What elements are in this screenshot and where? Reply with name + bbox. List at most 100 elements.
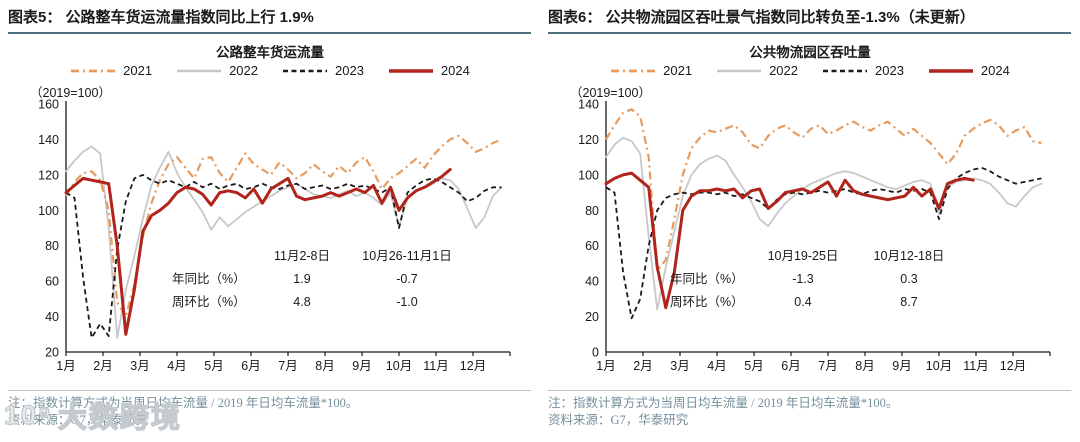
legend-label: 2023 (875, 63, 904, 78)
svg-text:40: 40 (585, 275, 599, 289)
legend-item-2022: 2022 (716, 63, 798, 78)
svg-text:20: 20 (585, 310, 599, 324)
svg-text:12月: 12月 (1000, 359, 1026, 373)
legend-item-2024: 2024 (388, 63, 470, 78)
figure5-notes: 注：指数计算方式为当周日均车流量 / 2019 年日均车流量*100。 资料来源… (8, 390, 531, 429)
calculation-note: 注：指数计算方式为当周日均车流量 / 2019 年日均车流量*100。 (8, 396, 359, 410)
legend-label: 2023 (335, 63, 364, 78)
dashdot-line-swatch (70, 67, 116, 75)
table-col-header: 10月19-25日 (767, 249, 839, 263)
legend-item-2023: 2023 (282, 63, 364, 78)
svg-text:100: 100 (38, 204, 59, 218)
panel-figure6: 图表6： 公共物流园区吞吐景气指数同比转负至-1.3%（未更新） 公共物流园区吞… (540, 0, 1080, 442)
axis-unit-label: （2019=100） (570, 86, 651, 100)
bold-line-swatch (388, 67, 434, 75)
table-col-header: 10月26-11月1日 (362, 249, 452, 263)
svg-text:4月: 4月 (707, 359, 726, 373)
axis-unit-label: （2019=100） (30, 86, 111, 100)
yoy-wow-table: 11月2-8日 10月26-11月1日 年同比（%） 1.9 -0.7 周环比（… (172, 249, 470, 310)
legend-label: 2024 (440, 63, 470, 78)
dashed-line-swatch (822, 67, 868, 75)
svg-text:3月: 3月 (130, 359, 149, 373)
svg-text:60: 60 (45, 275, 59, 289)
svg-text:6月: 6月 (241, 359, 260, 373)
dashdot-line-swatch (610, 67, 656, 75)
line-chart-figure5: 20 40 60 80 100 120 140 160 1月 2月 3月 4月 5月 6月 7月 8月 9月 10… (38, 98, 511, 373)
svg-text:8月: 8月 (855, 359, 874, 373)
svg-text:140: 140 (578, 98, 599, 112)
svg-text:11月: 11月 (963, 359, 988, 373)
svg-text:160: 160 (38, 98, 59, 112)
svg-text:80: 80 (45, 239, 59, 253)
svg-text:9月: 9月 (892, 359, 911, 373)
solid-line-swatch (716, 67, 762, 75)
svg-text:4月: 4月 (167, 359, 186, 373)
table-value: 0.4 (794, 295, 812, 309)
table-row-label: 周环比（%） (172, 295, 246, 309)
legend-item-2023: 2023 (822, 63, 904, 78)
svg-text:20: 20 (45, 346, 59, 360)
table-row-label: 年同比（%） (670, 272, 744, 286)
svg-text:140: 140 (38, 133, 59, 147)
table-row-label: 年同比（%） (172, 272, 246, 286)
svg-text:5月: 5月 (204, 359, 223, 373)
figure5-chart-title: 公路整车货运流量 (216, 45, 324, 60)
svg-text:80: 80 (585, 204, 599, 218)
svg-text:9月: 9月 (352, 359, 371, 373)
svg-text:7月: 7月 (818, 359, 837, 373)
table-value: -1.0 (396, 295, 418, 309)
svg-text:8月: 8月 (315, 359, 334, 373)
yoy-wow-table: 10月19-25日 10月12-18日 年同比（%） -1.3 0.3 周环比（… (670, 249, 978, 310)
table-value: 4.8 (293, 295, 311, 309)
legend-item-2024: 2024 (928, 63, 1010, 78)
legend-label: 2021 (123, 63, 153, 78)
panel-figure5: 图表5： 公路整车货运流量指数同比上行 1.9% 公路整车货运流量 2021 2… (0, 8, 540, 429)
figure5-legend: 2021 2022 2023 2024 (0, 63, 540, 78)
svg-text:40: 40 (45, 310, 59, 324)
legend-item-2022: 2022 (176, 63, 258, 78)
legend-label: 2021 (663, 63, 693, 78)
svg-text:120: 120 (578, 133, 599, 147)
solid-line-swatch (176, 67, 222, 75)
svg-text:120: 120 (38, 168, 59, 182)
svg-text:2月: 2月 (633, 359, 652, 373)
table-value: 8.7 (900, 295, 918, 309)
figure6-chart-title: 公共物流园区吞吐量 (749, 45, 871, 60)
svg-text:1月: 1月 (596, 359, 615, 373)
dashed-line-swatch (282, 67, 328, 75)
source-note: 资料来源：G7，华泰研究 (548, 413, 689, 427)
svg-text:6月: 6月 (781, 359, 800, 373)
svg-text:1月: 1月 (56, 359, 75, 373)
svg-text:0: 0 (592, 346, 599, 360)
svg-text:10月: 10月 (926, 359, 952, 373)
svg-text:100: 100 (578, 168, 599, 182)
table-corner-cell (670, 249, 766, 264)
figure6-notes: 注：指数计算方式为当周日均车流量 / 2019 年日均车流量*100。 资料来源… (548, 390, 1071, 429)
table-col-header: 10月12-18日 (873, 249, 945, 263)
figure6-legend: 2021 2022 2023 2024 (540, 63, 1080, 78)
table-row-label: 周环比（%） (670, 295, 744, 309)
table-value: -1.3 (792, 272, 814, 286)
svg-text:11月: 11月 (423, 359, 448, 373)
table-corner-cell (172, 249, 260, 264)
figure6-header: 图表6： 公共物流园区吞吐景气指数同比转负至-1.3%（未更新） (548, 8, 1071, 34)
svg-text:5月: 5月 (744, 359, 763, 373)
legend-label: 2024 (980, 63, 1010, 78)
legend-item-2021: 2021 (610, 63, 692, 78)
legend-label: 2022 (229, 63, 258, 78)
svg-text:10月: 10月 (386, 359, 412, 373)
bold-line-swatch (928, 67, 974, 75)
svg-text:12月: 12月 (460, 359, 486, 373)
figure5-header: 图表5： 公路整车货运流量指数同比上行 1.9% (8, 8, 531, 34)
table-value: 0.3 (900, 272, 918, 286)
svg-text:7月: 7月 (278, 359, 297, 373)
legend-label: 2022 (769, 63, 798, 78)
svg-text:2月: 2月 (93, 359, 112, 373)
table-value: 1.9 (293, 272, 311, 286)
legend-item-2021: 2021 (70, 63, 152, 78)
table-col-header: 11月2-8日 (273, 249, 331, 263)
calculation-note: 注：指数计算方式为当周日均车流量 / 2019 年日均车流量*100。 (548, 396, 899, 410)
svg-text:3月: 3月 (670, 359, 689, 373)
